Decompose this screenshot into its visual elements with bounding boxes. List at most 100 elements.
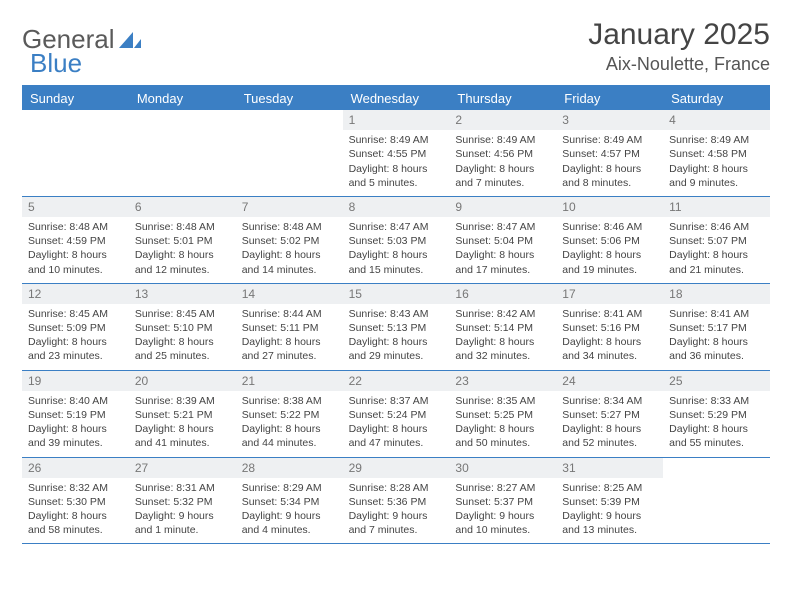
daynum-wrap: 4 [663,110,770,130]
daynum-wrap: 11 [663,197,770,217]
sunset-text: Sunset: 5:34 PM [242,495,337,509]
daylight2-text: and 25 minutes. [135,349,230,363]
sunrise-text: Sunrise: 8:28 AM [349,481,444,495]
calendar-cell: 8Sunrise: 8:47 AMSunset: 5:03 PMDaylight… [343,197,450,283]
day-number: 18 [669,287,682,301]
day-number: 11 [669,200,681,214]
daylight1-text: Daylight: 8 hours [349,162,444,176]
daylight2-text: and 4 minutes. [242,523,337,537]
daynum-wrap: 24 [556,371,663,391]
daylight2-text: and 9 minutes. [669,176,764,190]
daylight2-text: and 12 minutes. [135,263,230,277]
sunset-text: Sunset: 5:19 PM [28,408,123,422]
daylight2-text: and 15 minutes. [349,263,444,277]
calendar-cell [129,110,236,196]
sunrise-text: Sunrise: 8:49 AM [349,133,444,147]
daynum-wrap: 16 [449,284,556,304]
day-number: 1 [349,113,356,127]
sunrise-text: Sunrise: 8:49 AM [455,133,550,147]
daylight2-text: and 10 minutes. [28,263,123,277]
sunset-text: Sunset: 4:56 PM [455,147,550,161]
sunrise-text: Sunrise: 8:42 AM [455,307,550,321]
day-number: 3 [562,113,569,127]
calendar-cell: 26Sunrise: 8:32 AMSunset: 5:30 PMDayligh… [22,458,129,544]
sunset-text: Sunset: 5:14 PM [455,321,550,335]
calendar-cell: 2 Sunrise: 8:49 AMSunset: 4:56 PMDaylight… [449,110,556,196]
day-number: 12 [28,287,41,301]
daynum-wrap: 27 [129,458,236,478]
sunrise-text: Sunrise: 8:31 AM [135,481,230,495]
sunset-text: Sunset: 5:39 PM [562,495,657,509]
day-number: 27 [135,461,148,475]
sunset-text: Sunset: 5:01 PM [135,234,230,248]
daylight2-text: and 47 minutes. [349,436,444,450]
day-headers-row: Sunday Monday Tuesday Wednesday Thursday… [22,87,770,110]
sunset-text: Sunset: 5:10 PM [135,321,230,335]
calendar-cell: 16Sunrise: 8:42 AMSunset: 5:14 PMDayligh… [449,284,556,370]
sunrise-text: Sunrise: 8:41 AM [669,307,764,321]
daynum-wrap: 22 [343,371,450,391]
daylight2-text: and 50 minutes. [455,436,550,450]
sunrise-text: Sunrise: 8:41 AM [562,307,657,321]
daylight2-text: and 32 minutes. [455,349,550,363]
calendar-cell: 1Sunrise: 8:49 AMSunset: 4:55 PMDaylight… [343,110,450,196]
daynum-wrap: 9 [449,197,556,217]
sunset-text: Sunset: 5:07 PM [669,234,764,248]
calendar-cell: 12Sunrise: 8:45 AMSunset: 5:09 PMDayligh… [22,284,129,370]
sunset-text: Sunset: 5:25 PM [455,408,550,422]
day-number: 17 [562,287,575,301]
sunrise-text: Sunrise: 8:47 AM [349,220,444,234]
daylight1-text: Daylight: 8 hours [349,335,444,349]
sunset-text: Sunset: 4:59 PM [28,234,123,248]
day-number: 25 [669,374,682,388]
daynum-wrap: 6 [129,197,236,217]
daylight1-text: Daylight: 9 hours [562,509,657,523]
sunset-text: Sunset: 5:16 PM [562,321,657,335]
daynum-wrap: 2 [449,110,556,130]
sunrise-text: Sunrise: 8:32 AM [28,481,123,495]
daylight2-text: and 21 minutes. [669,263,764,277]
day-number: 24 [562,374,575,388]
daylight2-text: and 1 minute. [135,523,230,537]
day-number: 13 [135,287,148,301]
sunset-text: Sunset: 5:17 PM [669,321,764,335]
day-number: 21 [242,374,255,388]
daynum-wrap: 14 [236,284,343,304]
week-row: 26Sunrise: 8:32 AMSunset: 5:30 PMDayligh… [22,458,770,545]
daynum-wrap: 10 [556,197,663,217]
sunrise-text: Sunrise: 8:45 AM [135,307,230,321]
sunset-text: Sunset: 5:27 PM [562,408,657,422]
daylight1-text: Daylight: 8 hours [455,162,550,176]
daylight1-text: Daylight: 8 hours [135,335,230,349]
sail-icon [119,24,141,55]
calendar-cell: 7Sunrise: 8:48 AMSunset: 5:02 PMDaylight… [236,197,343,283]
day-header-mon: Monday [129,87,236,110]
sunset-text: Sunset: 5:32 PM [135,495,230,509]
daylight2-text: and 34 minutes. [562,349,657,363]
sunset-text: Sunset: 5:02 PM [242,234,337,248]
daynum-wrap: 3 [556,110,663,130]
daynum-wrap: 1 [343,110,450,130]
sunset-text: Sunset: 4:57 PM [562,147,657,161]
daylight1-text: Daylight: 9 hours [242,509,337,523]
sunset-text: Sunset: 5:24 PM [349,408,444,422]
daylight1-text: Daylight: 8 hours [349,422,444,436]
daylight1-text: Daylight: 8 hours [455,248,550,262]
sunset-text: Sunset: 5:21 PM [135,408,230,422]
calendar-cell: 11Sunrise: 8:46 AMSunset: 5:07 PMDayligh… [663,197,770,283]
daylight1-text: Daylight: 8 hours [28,422,123,436]
daylight1-text: Daylight: 8 hours [28,509,123,523]
sunrise-text: Sunrise: 8:44 AM [242,307,337,321]
month-title: January 2025 [588,18,770,52]
daylight2-text: and 7 minutes. [455,176,550,190]
day-number: 28 [242,461,255,475]
day-number: 30 [455,461,468,475]
day-number: 20 [135,374,148,388]
sunset-text: Sunset: 5:37 PM [455,495,550,509]
location-label: Aix-Noulette, France [588,54,770,75]
calendar-cell: 31Sunrise: 8:25 AMSunset: 5:39 PMDayligh… [556,458,663,544]
daynum-wrap: 8 [343,197,450,217]
sunrise-text: Sunrise: 8:39 AM [135,394,230,408]
daylight1-text: Daylight: 8 hours [135,248,230,262]
day-number: 31 [562,461,575,475]
